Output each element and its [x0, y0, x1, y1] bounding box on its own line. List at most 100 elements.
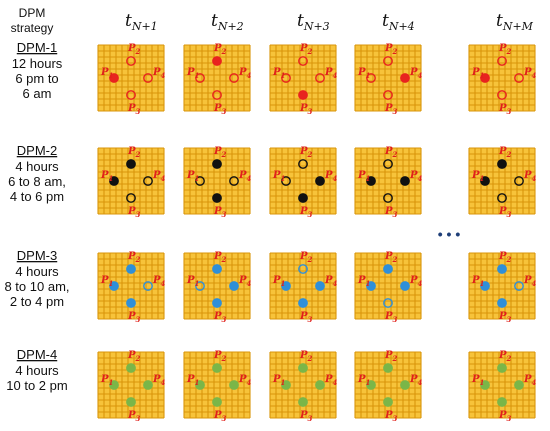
point-label: P3 [127, 410, 141, 423]
point-label: P4 [324, 67, 338, 80]
point-label: P2 [213, 146, 227, 159]
mesh-grid [355, 45, 421, 111]
mesh-grid [355, 253, 421, 319]
monitoring-point-active [480, 176, 490, 186]
point-label: P3 [498, 206, 512, 219]
monitoring-point-inactive [315, 73, 325, 83]
monitoring-point-active [212, 56, 222, 66]
point-label: P2 [213, 251, 227, 264]
strategy-header-line2: strategy [11, 21, 54, 35]
monitoring-point-inactive [281, 176, 291, 186]
grid-cell: P1 P2 P3 P4 [97, 350, 166, 423]
grid-cell: P1 P2 P3 P4 [354, 146, 423, 219]
time-step-header: tN+4 [382, 11, 415, 33]
monitoring-point-active [400, 73, 410, 83]
mesh-grid [184, 148, 250, 214]
monitoring-point-inactive [126, 56, 136, 66]
point-label: P2 [299, 251, 313, 264]
point-label: P2 [213, 43, 227, 56]
monitoring-point-active [212, 264, 222, 274]
monitoring-point-active [298, 90, 308, 100]
mesh-grid [469, 148, 535, 214]
point-label: P3 [127, 206, 141, 219]
grid-cell: P1 P2 P3 P4 [183, 43, 252, 116]
grid-cell: P1 P2 P3 P4 [354, 350, 423, 423]
monitoring-point-active [383, 363, 393, 373]
monitoring-point-active [281, 380, 291, 390]
point-label: P2 [498, 251, 512, 264]
point-label: P3 [299, 206, 313, 219]
point-label: P2 [299, 146, 313, 159]
point-label: P4 [152, 275, 166, 288]
monitoring-point-active [315, 176, 325, 186]
monitoring-point-active [281, 281, 291, 291]
strategy-detail-line: 6 to 8 am, [8, 174, 66, 189]
monitoring-point-inactive [298, 56, 308, 66]
grid-cell: P1 P2 P3 P4 [269, 251, 338, 324]
monitoring-point-inactive [143, 73, 153, 83]
point-label: P1 [357, 275, 370, 288]
point-label: P4 [409, 67, 423, 80]
monitoring-point-active [315, 380, 325, 390]
mesh-grid [98, 352, 164, 418]
point-label: P2 [384, 43, 398, 56]
monitoring-point-active [109, 73, 119, 83]
grid-cell: P1 P2 P3 P4 [183, 146, 252, 219]
grid-cell: P1 P2 P3 P4 [354, 251, 423, 324]
point-label: P1 [272, 67, 285, 80]
point-label: P4 [409, 374, 423, 387]
monitoring-point-active [366, 176, 376, 186]
monitoring-point-active [400, 281, 410, 291]
time-step-header: tN+1 [125, 11, 158, 33]
grid-cells: P1 P2 P3 P4 P1 P2 P3 P4 P1 P2 P3 P4 P1 P2 P3 P4 P1 P2 P3 P4… [97, 43, 537, 423]
point-label: P1 [471, 275, 484, 288]
monitoring-point-inactive [195, 281, 205, 291]
grid-cell: P1 P2 P3 P4 [183, 251, 252, 324]
point-label: P4 [409, 170, 423, 183]
point-label: P1 [471, 170, 484, 183]
monitoring-point-active [298, 397, 308, 407]
monitoring-point-inactive [195, 73, 205, 83]
mesh-grid [184, 352, 250, 418]
strategy-detail-line: 12 hours [12, 56, 63, 71]
monitoring-point-active [109, 176, 119, 186]
point-label: P3 [299, 410, 313, 423]
strategy-detail-line: 4 to 6 pm [10, 189, 64, 204]
monitoring-point-active [212, 363, 222, 373]
mesh-grid [469, 45, 535, 111]
point-label: P2 [498, 43, 512, 56]
grid-cell: P1 P2 P3 P4 [468, 350, 537, 423]
point-label: P4 [523, 374, 537, 387]
point-label: P1 [272, 170, 285, 183]
monitoring-point-inactive [195, 176, 205, 186]
point-label: P3 [384, 206, 398, 219]
point-label: P4 [238, 170, 252, 183]
mesh-grid [98, 45, 164, 111]
point-label: P1 [186, 67, 199, 80]
mesh-grid [184, 45, 250, 111]
point-label: P4 [409, 275, 423, 288]
monitoring-point-active [400, 380, 410, 390]
point-label: P3 [127, 311, 141, 324]
point-label: P2 [498, 350, 512, 363]
mesh-grid [355, 148, 421, 214]
monitoring-point-inactive [383, 90, 393, 100]
strategy-detail-line: 4 hours [15, 264, 59, 279]
point-label: P3 [299, 103, 313, 116]
ellipsis-indicator: • • • [438, 226, 461, 242]
monitoring-point-inactive [143, 176, 153, 186]
strategy-detail-line: 4 hours [15, 159, 59, 174]
monitoring-point-inactive [383, 159, 393, 169]
mesh-grid [469, 253, 535, 319]
monitoring-point-inactive [497, 56, 507, 66]
mesh-grid [270, 352, 336, 418]
point-label: P2 [127, 251, 141, 264]
monitoring-point-active [229, 380, 239, 390]
monitoring-point-inactive [281, 73, 291, 83]
mesh-grid [355, 352, 421, 418]
strategy-detail-line: 6 pm to [15, 71, 58, 86]
monitoring-point-inactive [514, 281, 524, 291]
monitoring-point-active [126, 159, 136, 169]
